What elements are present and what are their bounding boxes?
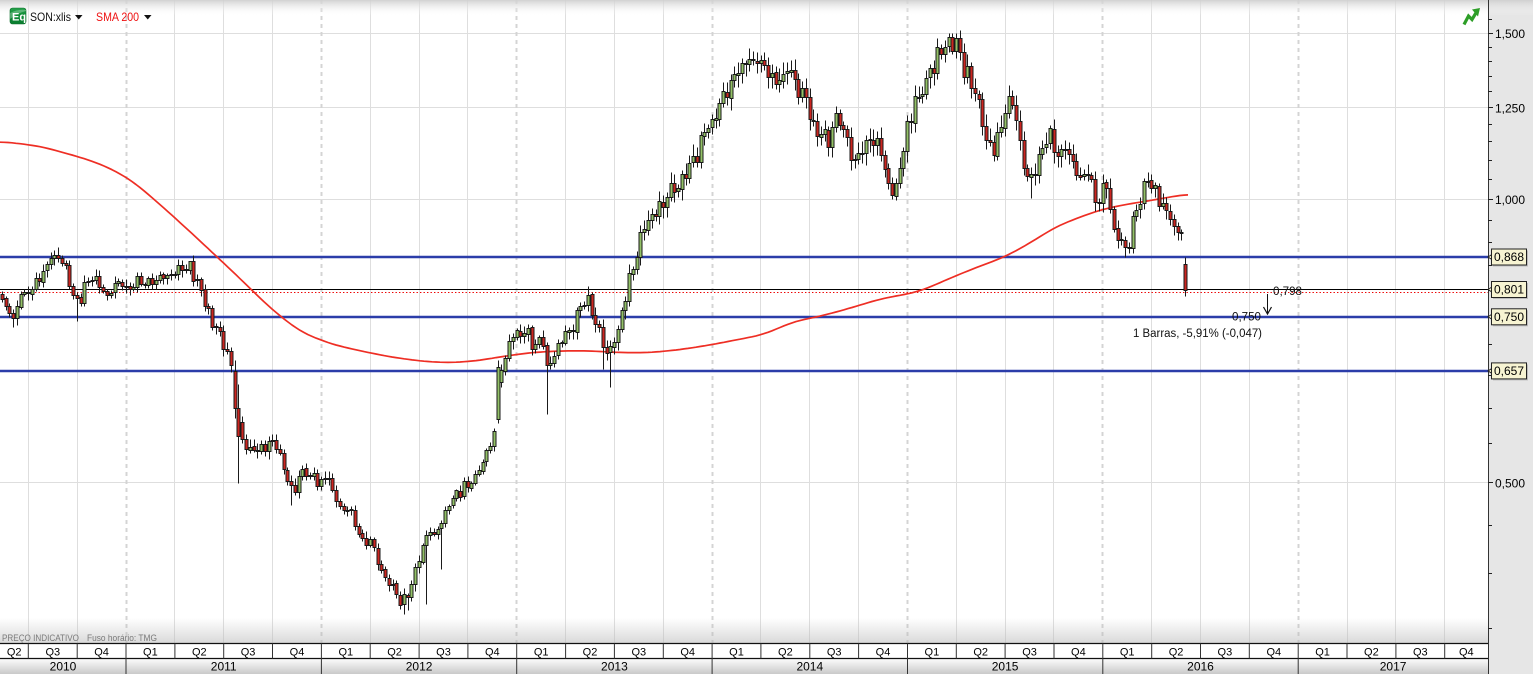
svg-text:Q4: Q4 bbox=[94, 647, 109, 659]
svg-text:Q3: Q3 bbox=[45, 647, 60, 659]
svg-text:Q1: Q1 bbox=[534, 647, 549, 659]
svg-text:Fuso horário: TMG: Fuso horário: TMG bbox=[87, 633, 157, 644]
svg-text:2010: 2010 bbox=[50, 660, 77, 674]
svg-text:Q2: Q2 bbox=[1169, 647, 1184, 659]
svg-text:0,801: 0,801 bbox=[1494, 283, 1524, 297]
svg-text:Q4: Q4 bbox=[680, 647, 695, 659]
svg-text:2013: 2013 bbox=[601, 660, 628, 674]
svg-text:0,657: 0,657 bbox=[1494, 364, 1524, 378]
svg-text:Q3: Q3 bbox=[827, 647, 842, 659]
svg-text:Q2: Q2 bbox=[1364, 647, 1379, 659]
svg-text:Q4: Q4 bbox=[1459, 647, 1474, 659]
svg-text:Q2: Q2 bbox=[192, 647, 207, 659]
svg-text:Q4: Q4 bbox=[485, 647, 500, 659]
svg-text:2011: 2011 bbox=[211, 660, 237, 674]
svg-text:SON:xlis: SON:xlis bbox=[30, 10, 71, 24]
svg-text:Q2: Q2 bbox=[973, 647, 988, 659]
svg-text:Q4: Q4 bbox=[876, 647, 891, 659]
svg-text:PREÇO INDICATIVO: PREÇO INDICATIVO bbox=[2, 633, 79, 644]
svg-text:Q1: Q1 bbox=[143, 647, 158, 659]
svg-text:2015: 2015 bbox=[992, 660, 1019, 674]
svg-text:Q3: Q3 bbox=[1218, 647, 1233, 659]
svg-text:Q3: Q3 bbox=[436, 647, 451, 659]
svg-text:Q3: Q3 bbox=[241, 647, 256, 659]
svg-text:Q2: Q2 bbox=[387, 647, 402, 659]
svg-text:Eq: Eq bbox=[12, 12, 26, 24]
svg-text:0,750: 0,750 bbox=[1232, 312, 1261, 324]
svg-text:SMA 200: SMA 200 bbox=[96, 10, 139, 24]
svg-text:Q1: Q1 bbox=[338, 647, 353, 659]
svg-text:Q3: Q3 bbox=[1022, 647, 1037, 659]
svg-text:Q2: Q2 bbox=[583, 647, 598, 659]
svg-text:1,500: 1,500 bbox=[1495, 27, 1525, 41]
svg-text:1,000: 1,000 bbox=[1495, 193, 1525, 207]
svg-text:2012: 2012 bbox=[406, 660, 433, 674]
svg-text:Q1: Q1 bbox=[729, 647, 744, 659]
svg-text:Q3: Q3 bbox=[631, 647, 646, 659]
svg-text:2017: 2017 bbox=[1380, 660, 1407, 674]
svg-text:1 Barras, -5,91% (-0,047): 1 Barras, -5,91% (-0,047) bbox=[1133, 328, 1262, 340]
svg-text:Q1: Q1 bbox=[925, 647, 940, 659]
svg-text:0,868: 0,868 bbox=[1494, 250, 1524, 264]
svg-text:Q4: Q4 bbox=[290, 647, 305, 659]
svg-text:Q1: Q1 bbox=[1315, 647, 1330, 659]
svg-text:1,250: 1,250 bbox=[1495, 102, 1525, 116]
svg-text:Q4: Q4 bbox=[1266, 647, 1281, 659]
svg-text:0,798: 0,798 bbox=[1273, 286, 1302, 298]
svg-text:2014: 2014 bbox=[796, 660, 823, 674]
svg-text:2016: 2016 bbox=[1187, 660, 1214, 674]
svg-text:Q3: Q3 bbox=[1413, 647, 1428, 659]
svg-text:Q4: Q4 bbox=[1071, 647, 1086, 659]
svg-text:Q2: Q2 bbox=[778, 647, 793, 659]
svg-text:Q1: Q1 bbox=[1120, 647, 1135, 659]
svg-text:0,500: 0,500 bbox=[1495, 476, 1525, 490]
svg-text:Q2: Q2 bbox=[7, 647, 22, 659]
svg-text:0,750: 0,750 bbox=[1494, 310, 1524, 324]
